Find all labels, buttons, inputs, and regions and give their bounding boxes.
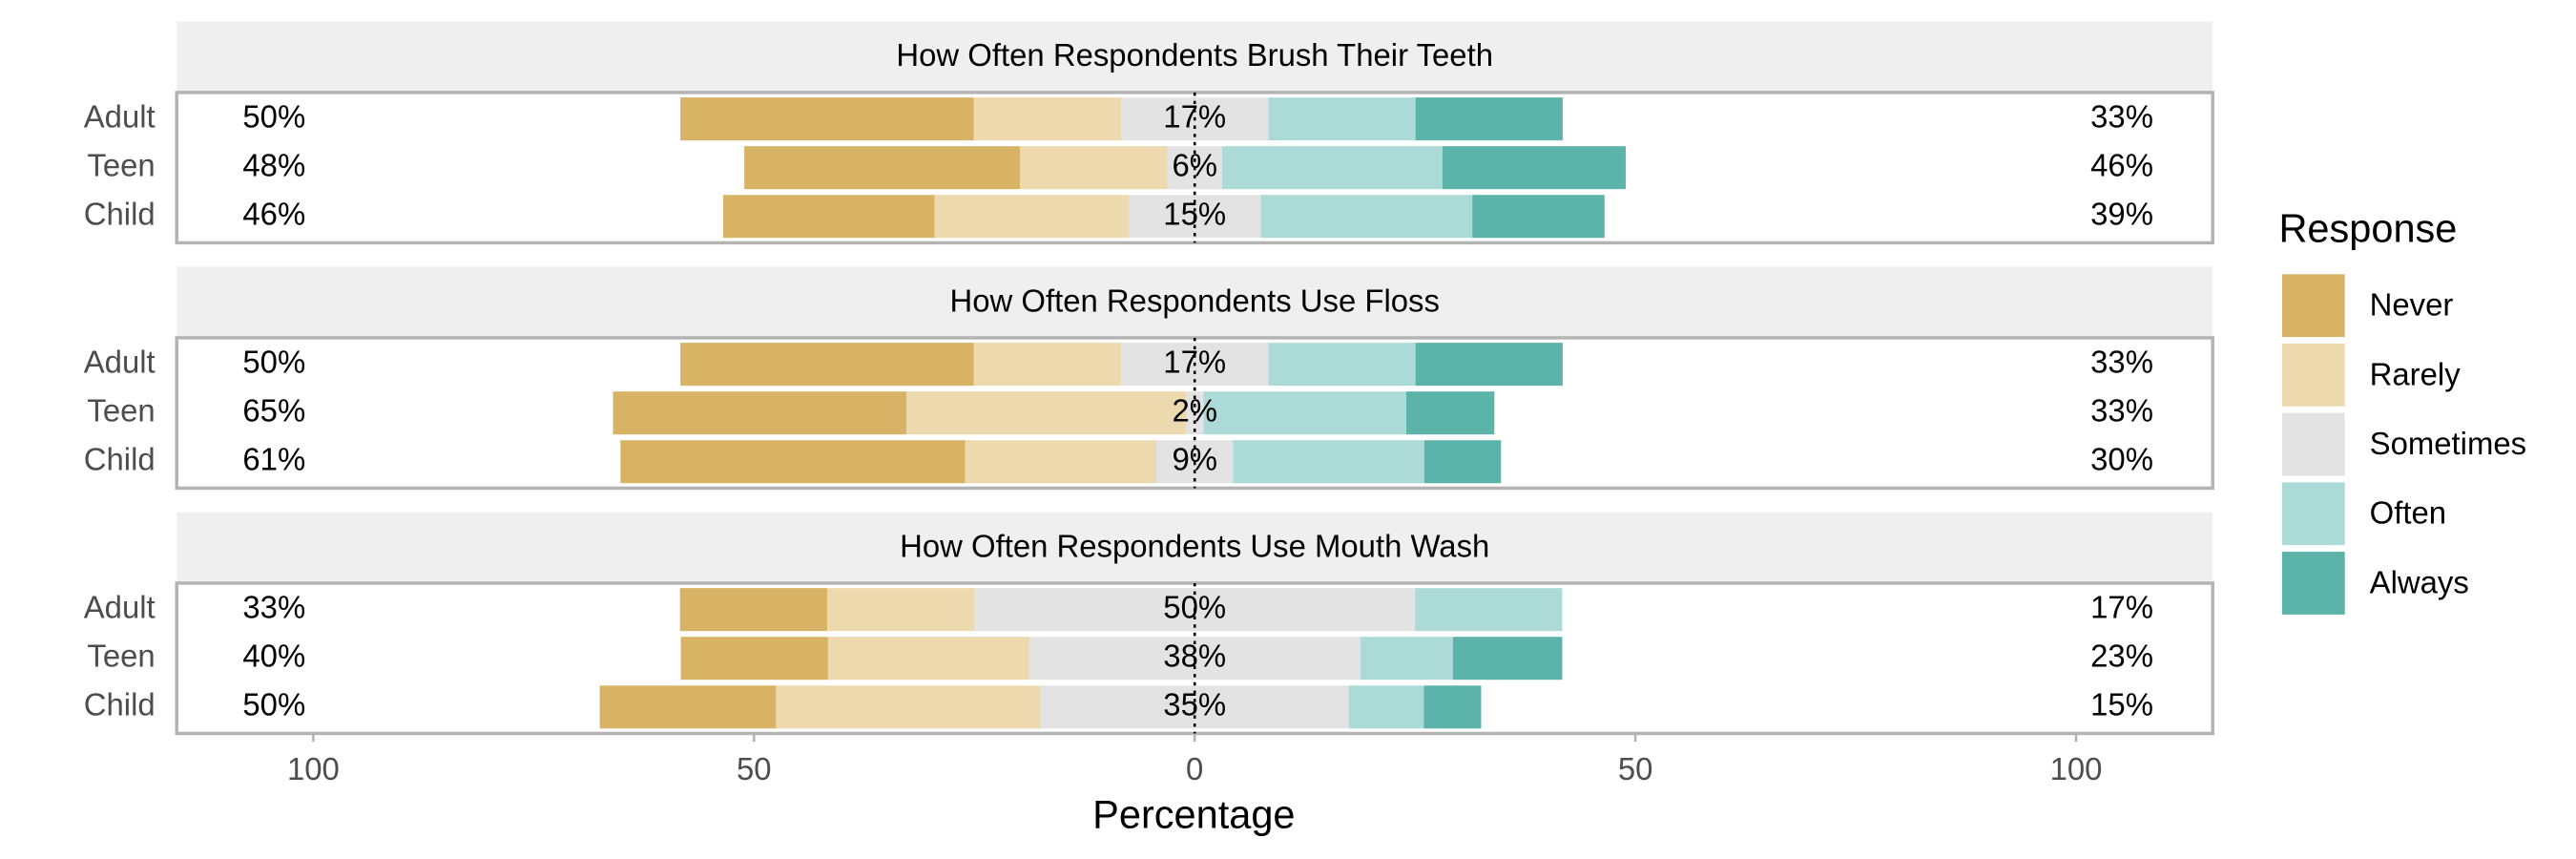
- bar-segment: [906, 391, 1186, 435]
- x-tick-label: 100: [2050, 751, 2103, 786]
- bar-segment: [973, 97, 1122, 141]
- bar-segment: [1360, 637, 1453, 681]
- bar-segment: [1260, 195, 1473, 239]
- category-label: Child: [84, 686, 156, 722]
- legend-key: [2281, 344, 2345, 407]
- bar-segment: [613, 391, 907, 435]
- bar-segment: [1203, 391, 1406, 435]
- right-label: 33%: [2090, 98, 2153, 134]
- facet-title: How Often Respondents Use Mouth Wash: [900, 528, 1489, 563]
- legend-title: Response: [2278, 205, 2457, 250]
- bar-segment: [599, 685, 777, 729]
- bar-segment: [965, 440, 1157, 484]
- legend-label: Rarely: [2370, 356, 2462, 391]
- right-label: 46%: [2090, 147, 2153, 182]
- bar-segment: [1348, 685, 1424, 729]
- left-label: 50%: [242, 686, 305, 722]
- bar-segment: [679, 588, 827, 632]
- right-label: 15%: [2090, 686, 2153, 722]
- category-label: Teen: [87, 392, 155, 428]
- right-label: 17%: [2090, 589, 2153, 624]
- legend-label: Never: [2370, 287, 2454, 323]
- bar-segment: [1268, 97, 1416, 141]
- x-tick-label: 50: [1618, 751, 1653, 786]
- bar-segment: [744, 146, 1021, 190]
- bar-segment: [1233, 440, 1424, 484]
- left-label: 48%: [242, 147, 305, 182]
- category-label: Adult: [84, 98, 156, 134]
- left-label: 50%: [242, 98, 305, 134]
- bar-segment: [827, 637, 1029, 681]
- x-axis-title: Percentage: [1092, 792, 1295, 837]
- legend-key: [2281, 552, 2345, 615]
- right-label: 30%: [2090, 441, 2153, 476]
- legend-key: [2281, 412, 2345, 476]
- bar-segment: [1415, 588, 1563, 632]
- left-label: 65%: [242, 392, 305, 428]
- x-tick-label: 0: [1186, 751, 1203, 786]
- left-label: 46%: [242, 196, 305, 231]
- facet-strip: [177, 21, 2213, 93]
- right-label: 33%: [2090, 344, 2153, 379]
- bar-segment: [1452, 637, 1563, 681]
- bar-segment: [826, 588, 975, 632]
- bar-segment: [1020, 146, 1168, 190]
- left-label: 33%: [242, 589, 305, 624]
- x-tick-label: 100: [287, 751, 340, 786]
- category-label: Teen: [87, 147, 155, 182]
- bar-segment: [1442, 146, 1626, 190]
- left-label: 61%: [242, 441, 305, 476]
- right-label: 33%: [2090, 392, 2153, 428]
- facet-strip: [177, 266, 2213, 338]
- x-tick-label: 50: [737, 751, 772, 786]
- bar-segment: [973, 343, 1122, 387]
- bar-segment: [934, 195, 1129, 239]
- legend-key: [2281, 274, 2345, 338]
- bar-segment: [680, 97, 974, 141]
- facet-strip: [177, 512, 2213, 583]
- bar-segment: [1405, 391, 1495, 435]
- category-label: Adult: [84, 344, 156, 379]
- bar-segment: [1415, 343, 1563, 387]
- bar-segment: [620, 440, 966, 484]
- left-label: 40%: [242, 638, 305, 673]
- facet-title: How Often Respondents Brush Their Teeth: [896, 37, 1493, 73]
- bar-segment: [776, 685, 1041, 729]
- right-label: 23%: [2090, 638, 2153, 673]
- category-label: Teen: [87, 638, 155, 673]
- bar-segment: [1423, 685, 1482, 729]
- bar-segment: [1423, 440, 1502, 484]
- legend-label: Sometimes: [2370, 426, 2526, 461]
- bar-segment: [680, 343, 974, 387]
- legend-label: Often: [2370, 495, 2446, 531]
- right-label: 39%: [2090, 196, 2153, 231]
- legend-key: [2281, 482, 2345, 546]
- bar-segment: [1472, 195, 1605, 239]
- facet-title: How Often Respondents Use Floss: [949, 283, 1439, 318]
- bar-segment: [1415, 97, 1563, 141]
- bar-segment: [1221, 146, 1443, 190]
- category-label: Adult: [84, 589, 156, 624]
- left-label: 50%: [242, 344, 305, 379]
- category-label: Child: [84, 196, 156, 231]
- bar-segment: [722, 195, 935, 239]
- bar-segment: [680, 637, 828, 681]
- legend-label: Always: [2370, 564, 2469, 599]
- category-label: Child: [84, 441, 156, 476]
- bar-segment: [1268, 343, 1416, 387]
